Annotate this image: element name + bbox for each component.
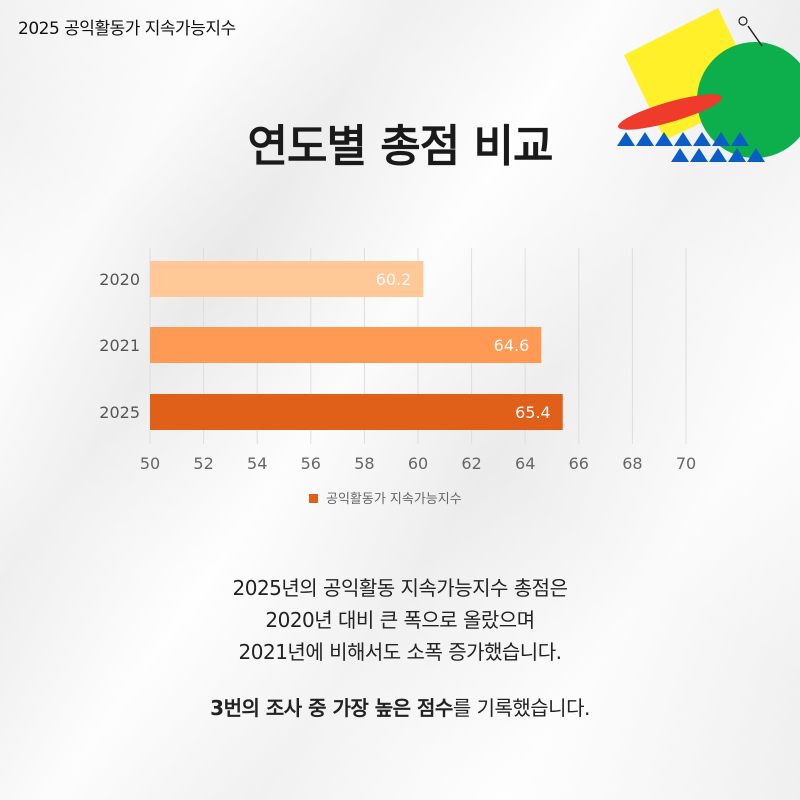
summary-text: 2025년의 공익활동 지속가능지수 총점은 2020년 대비 큰 폭으로 올랐…: [0, 572, 800, 724]
summary-line-2: 2020년 대비 큰 폭으로 올랐으며: [265, 608, 535, 632]
y-category-label: 2021: [99, 336, 140, 355]
legend-swatch: [309, 494, 318, 503]
summary-line-3: 2021년에 비해서도 소폭 증가했습니다.: [238, 640, 562, 664]
green-circle-shape: [697, 42, 800, 158]
x-tick-label: 68: [622, 454, 642, 473]
bar-value-label: 65.4: [515, 403, 551, 422]
bar: [150, 261, 424, 297]
x-tick-label: 62: [461, 454, 481, 473]
x-tick-label: 58: [354, 454, 374, 473]
summary-line-4: 3번의 조사 중 가장 높은 점수를 기록했습니다.: [0, 692, 800, 724]
decorative-shapes: [617, 8, 800, 162]
summary-spacer: [0, 668, 800, 692]
bar-chart: 50 52 54 56 58 60 62 64 66 68 70 60.2 2020 64.6 2021 65…: [99, 248, 696, 507]
x-tick-label: 50: [140, 454, 160, 473]
summary-line-4-rest: 를 기록했습니다.: [452, 696, 591, 720]
bar: [150, 394, 563, 430]
y-category-label: 2020: [99, 270, 140, 289]
bar-value-label: 64.6: [494, 336, 530, 355]
summary-line-1: 2025년의 공익활동 지속가능지수 총점은: [232, 576, 568, 600]
x-tick-label: 60: [408, 454, 428, 473]
needle-line-shape: [747, 25, 763, 47]
y-category-label: 2025: [99, 403, 140, 422]
summary-highlight: 3번의 조사 중 가장 높은 점수: [210, 696, 453, 720]
x-tick-label: 54: [247, 454, 267, 473]
blue-triangles-shape: [617, 132, 765, 162]
x-tick-label: 52: [193, 454, 213, 473]
red-ellipse-shape: [618, 94, 722, 130]
x-tick-label: 70: [676, 454, 696, 473]
x-tick-label: 56: [301, 454, 321, 473]
bar: [150, 327, 542, 363]
main-title: 연도별 총점 비교: [247, 121, 554, 172]
small-ring-shape: [738, 16, 748, 26]
x-tick-label: 66: [569, 454, 589, 473]
x-tick-label: 64: [515, 454, 535, 473]
header-title: 2025 공익활동가 지속가능지수: [18, 19, 236, 39]
legend-label: 공익활동가 지속가능지수: [326, 492, 462, 507]
bar-value-label: 60.2: [376, 270, 412, 289]
